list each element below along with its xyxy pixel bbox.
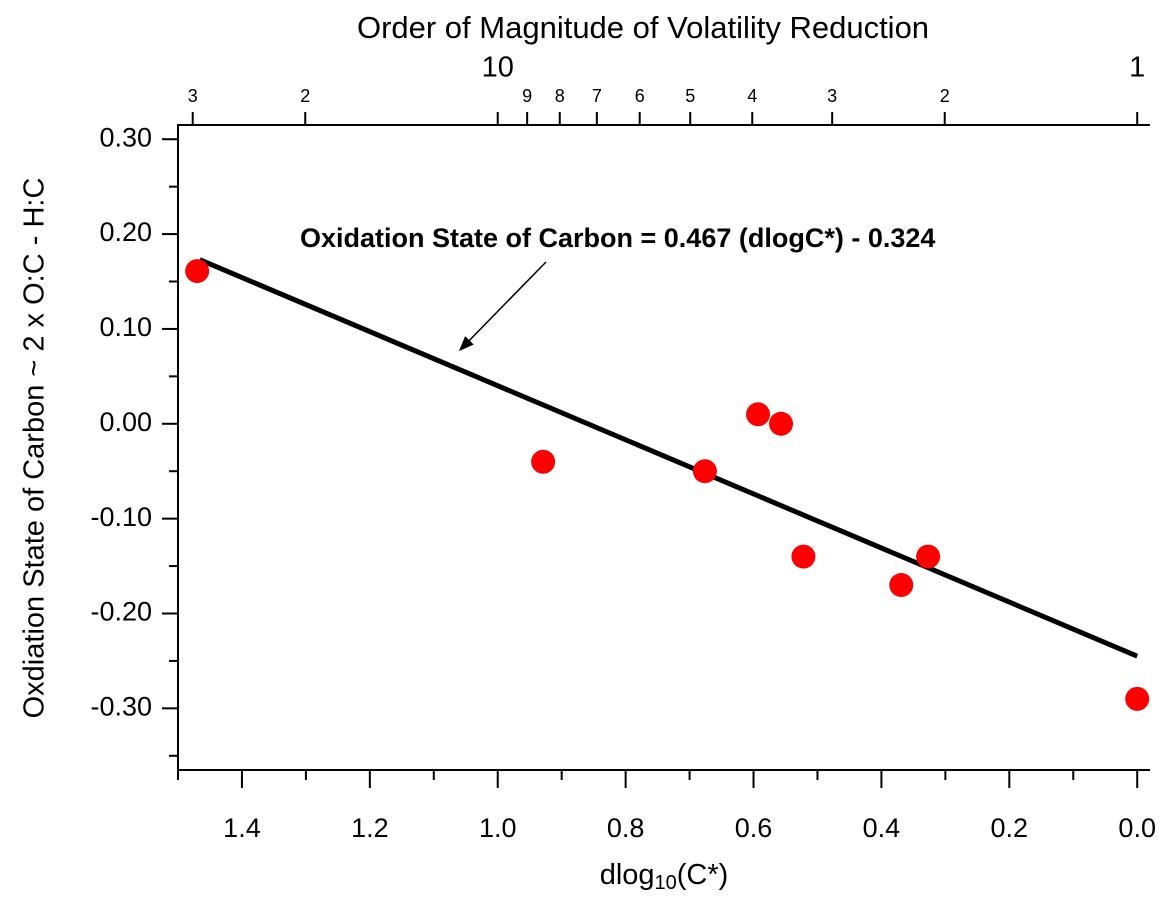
x-axis-label: dlog10(C*) — [600, 859, 729, 895]
data-point — [791, 544, 816, 569]
x-tick-label: 1.2 — [351, 813, 389, 843]
x2-tick-label: 10 — [482, 52, 514, 84]
data-point — [692, 459, 717, 484]
y-tick-label: 0.30 — [99, 122, 152, 152]
x2-tick-label: 2 — [300, 86, 310, 106]
y-tick-label: -0.10 — [90, 502, 152, 532]
x-tick-label: 0.0 — [1118, 813, 1156, 843]
y-tick-label: 0.10 — [99, 312, 152, 342]
annotation: Oxidation State of Carbon = 0.467 (dlogC… — [300, 223, 935, 253]
data-point — [916, 544, 941, 569]
x-tick-label: 0.4 — [863, 813, 901, 843]
x2-tick-label: 5 — [685, 86, 695, 106]
y-tick-label: -0.30 — [90, 691, 152, 721]
x-tick-label: 0.2 — [991, 813, 1029, 843]
x2-tick-label: 8 — [555, 86, 565, 106]
x2-tick-label: 4 — [747, 86, 757, 106]
x2-tick-label: 3 — [188, 86, 198, 106]
x-label-main: dlog — [600, 859, 655, 891]
data-point — [769, 411, 794, 436]
y-tick-label: 0.20 — [99, 217, 152, 247]
x-tick-label: 1.0 — [479, 813, 517, 843]
x2-tick-label: 6 — [635, 86, 645, 106]
chart-title: Order of Magnitude of Volatility Reducti… — [357, 10, 929, 45]
x-tick-label: 1.4 — [223, 813, 261, 843]
x2-tick-label: 3 — [827, 86, 837, 106]
x2-tick-label: 7 — [592, 86, 602, 106]
annotation-arrow — [458, 261, 547, 352]
x-label-after: (C*) — [677, 859, 729, 891]
x-label-sub: 10 — [655, 872, 677, 894]
data-point — [746, 402, 771, 427]
data-point — [889, 573, 914, 598]
data-point — [1125, 686, 1150, 711]
data-point — [531, 449, 556, 474]
x-tick-label: 0.8 — [607, 813, 645, 843]
x-tick-label: 0.6 — [735, 813, 773, 843]
y-tick-label: 0.00 — [99, 407, 152, 437]
y-tick-label: -0.20 — [90, 597, 152, 627]
y-axis-label: Oxdiation State of Carbon ~ 2 x O:C - H:… — [19, 178, 51, 719]
fit-line — [198, 257, 1139, 659]
x2-tick-label: 1 — [1129, 52, 1145, 84]
axes — [177, 124, 1150, 771]
x2-tick-label: 9 — [522, 86, 532, 106]
x2-tick-label: 2 — [940, 86, 950, 106]
data-point — [185, 259, 210, 284]
